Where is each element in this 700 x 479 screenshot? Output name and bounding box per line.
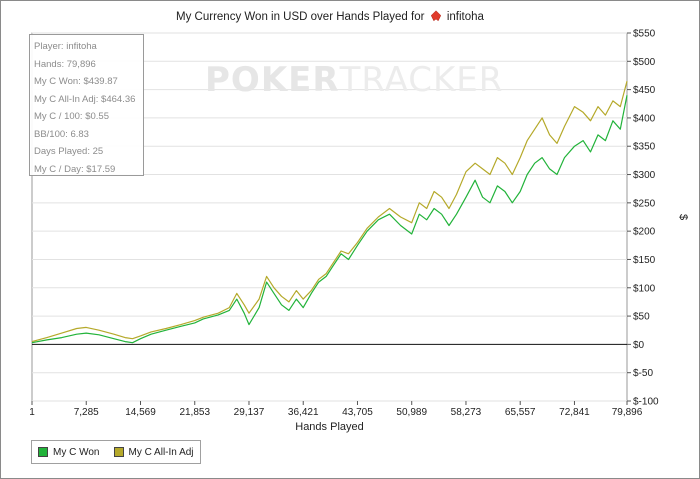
legend-item-won[interactable]: My C Won — [38, 447, 100, 458]
x-tick-label: 50,989 — [396, 407, 427, 418]
chart-legend: My C Won My C All-In Adj — [31, 440, 201, 464]
chart-title-text: My Currency Won in USD over Hands Played… — [176, 11, 425, 23]
y-tick-label: $450 — [633, 85, 656, 96]
x-tick-label: 43,705 — [342, 407, 373, 418]
stats-box: Player: infitoha Hands: 79,896 My C Won:… — [29, 34, 144, 176]
x-tick-label: 79,896 — [612, 407, 643, 418]
chart-title-player: infitoha — [446, 11, 484, 23]
x-tick-label: 65,557 — [505, 407, 536, 418]
legend-label-allin: My C All-In Adj — [128, 446, 194, 458]
stat-per-day: My C / Day: $17.59 — [34, 163, 116, 175]
stat-won: My C Won: $439.87 — [34, 76, 118, 87]
y-tick-label: $100 — [633, 283, 656, 294]
stat-per-100: My C / 100: $0.55 — [34, 111, 109, 122]
chart-title: My Currency Won in USD over Hands Played… — [0, 10, 660, 23]
y-tick-label: $400 — [633, 113, 656, 124]
x-tick-label: 58,273 — [451, 407, 482, 418]
y-tick-label: $300 — [633, 170, 656, 181]
legend-label-won: My C Won — [53, 446, 100, 458]
x-tick-label: 21,853 — [179, 407, 210, 418]
y-tick-label: $500 — [633, 57, 656, 68]
y-axis-label: $ — [677, 214, 689, 220]
series-line-won — [31, 95, 628, 344]
stat-hands: Hands: 79,896 — [34, 58, 96, 70]
y-tick-label: $50 — [633, 312, 650, 323]
x-tick-label: 72,841 — [559, 407, 590, 418]
stat-days: Days Played: 25 — [34, 146, 104, 157]
y-tick-label: $550 — [633, 29, 656, 40]
stat-player: Player: infitoha — [34, 41, 97, 52]
x-tick-label: 14,569 — [125, 407, 156, 418]
y-tick-label: $350 — [633, 142, 656, 153]
series-line-allin-adj — [31, 80, 628, 343]
poker-site-icon — [430, 10, 441, 22]
legend-item-allin[interactable]: My C All-In Adj — [113, 446, 194, 458]
legend-swatch-won — [38, 447, 48, 457]
stat-bb-100: BB/100: 6.83 — [34, 128, 89, 140]
x-tick-label: 7,285 — [74, 407, 99, 418]
y-tick-label: $250 — [633, 198, 656, 209]
x-axis-label: Hands Played — [295, 421, 364, 433]
y-tick-label: $-100 — [633, 397, 659, 408]
legend-swatch-allin — [113, 447, 124, 457]
x-tick-label: 1 — [29, 407, 35, 418]
y-tick-label: $-50 — [633, 368, 653, 379]
y-tick-label: $0 — [633, 340, 645, 351]
watermark-logo: POKERTRACKER — [205, 60, 504, 100]
x-tick-label: 36,421 — [288, 407, 319, 418]
x-tick-label: 29,137 — [234, 407, 265, 418]
y-tick-label: $150 — [633, 255, 656, 266]
y-tick-label: $200 — [633, 227, 656, 238]
stat-allin-adj: My C All-In Adj: $464.36 — [34, 93, 136, 105]
